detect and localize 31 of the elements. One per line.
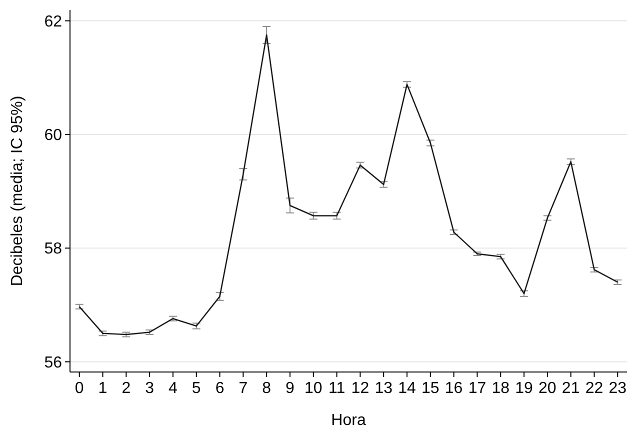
- x-tick-label: 16: [444, 380, 463, 397]
- x-tick-label: 19: [515, 380, 534, 397]
- y-tick-label: 56: [44, 354, 62, 372]
- x-tick-label: 21: [562, 380, 580, 397]
- y-axis-title: Decibeles (media; IC 95%): [9, 96, 26, 286]
- x-tick-label: 15: [422, 380, 440, 397]
- x-tick-label: 3: [145, 380, 154, 397]
- x-tick-label: 5: [192, 380, 201, 397]
- x-tick-label: 22: [585, 380, 604, 397]
- x-tick-label: 14: [398, 380, 416, 397]
- x-tick-label: 23: [608, 380, 627, 397]
- y-tick-label: 58: [44, 240, 62, 258]
- x-tick-label: 9: [286, 380, 295, 397]
- x-tick-label: 17: [468, 380, 486, 397]
- x-tick-label: 2: [122, 380, 131, 397]
- x-tick-label: 1: [98, 380, 108, 397]
- x-tick-label: 6: [215, 380, 224, 397]
- x-tick-label: 18: [492, 380, 510, 397]
- x-tick-label: 20: [538, 380, 556, 397]
- y-tick-label: 60: [44, 127, 62, 144]
- x-tick-label: 8: [262, 380, 272, 397]
- x-tick-label: 7: [238, 380, 248, 397]
- y-tick-label: 62: [44, 13, 62, 30]
- x-tick-label: 11: [328, 380, 346, 397]
- x-tick-label: 4: [168, 380, 178, 397]
- line-series: [78, 34, 618, 336]
- x-tick-label: 12: [351, 380, 370, 397]
- x-tick-label: 13: [374, 380, 393, 397]
- x-tick-label: 0: [74, 380, 84, 397]
- x-tick-label: 10: [304, 380, 322, 397]
- x-axis-title: Hora: [331, 412, 366, 429]
